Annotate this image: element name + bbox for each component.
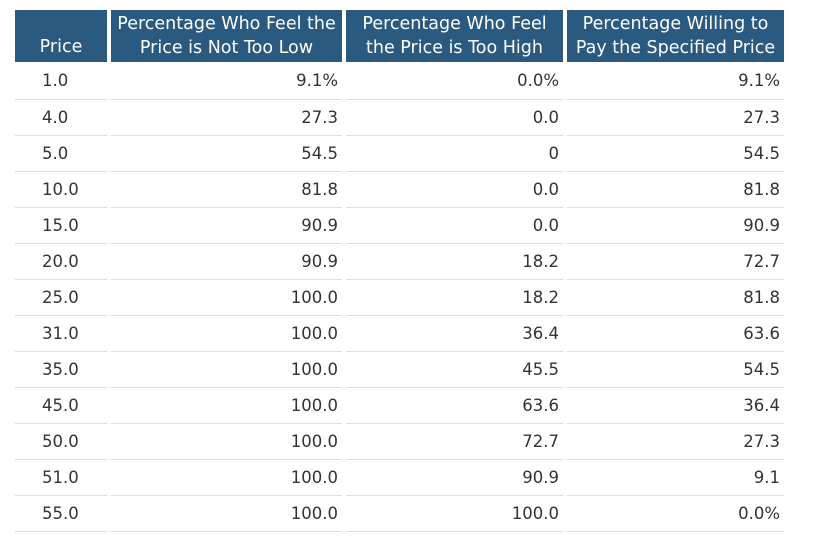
table-row: 45.0 100.0 63.6 36.4 — [15, 388, 784, 424]
price-cell: 5.0 — [15, 136, 107, 172]
column-header-too-high: Percentage Who Feel the Price is Too Hig… — [346, 10, 563, 62]
too-high-cell: 0.0 — [346, 172, 563, 208]
too-high-cell: 36.4 — [346, 316, 563, 352]
willing-to-pay-cell: 27.3 — [567, 100, 784, 136]
price-cell: 10.0 — [15, 172, 107, 208]
price-cell: 15.0 — [15, 208, 107, 244]
too-high-cell: 72.7 — [346, 424, 563, 460]
price-cell: 1.0 — [15, 62, 107, 100]
too-high-cell: 45.5 — [346, 352, 563, 388]
table-row: 4.0 27.3 0.0 27.3 — [15, 100, 784, 136]
too-high-cell: 90.9 — [346, 460, 563, 496]
not-too-low-cell: 54.5 — [111, 136, 342, 172]
table-row: 50.0 100.0 72.7 27.3 — [15, 424, 784, 460]
too-high-cell: 0.0% — [346, 62, 563, 100]
willing-to-pay-cell: 9.1 — [567, 460, 784, 496]
willing-to-pay-cell: 54.5 — [567, 136, 784, 172]
not-too-low-cell: 100.0 — [111, 280, 342, 316]
table-row: 35.0 100.0 45.5 54.5 — [15, 352, 784, 388]
table-row: 15.0 90.9 0.0 90.9 — [15, 208, 784, 244]
too-high-cell: 0 — [346, 136, 563, 172]
not-too-low-cell: 27.3 — [111, 100, 342, 136]
column-header-price: Price — [15, 10, 107, 62]
price-cell: 25.0 — [15, 280, 107, 316]
not-too-low-cell: 100.0 — [111, 460, 342, 496]
willing-to-pay-cell: 54.5 — [567, 352, 784, 388]
too-high-cell: 0.0 — [346, 100, 563, 136]
price-cell: 31.0 — [15, 316, 107, 352]
not-too-low-cell: 100.0 — [111, 496, 342, 532]
column-header-willing-to-pay: Percentage Willing to Pay the Specified … — [567, 10, 784, 62]
price-cell: 20.0 — [15, 244, 107, 280]
table-row: 51.0 100.0 90.9 9.1 — [15, 460, 784, 496]
willing-to-pay-cell: 63.6 — [567, 316, 784, 352]
too-high-cell: 100.0 — [346, 496, 563, 532]
price-sensitivity-table: Price Percentage Who Feel the Price is N… — [11, 10, 788, 532]
price-cell: 55.0 — [15, 496, 107, 532]
too-high-cell: 0.0 — [346, 208, 563, 244]
willing-to-pay-cell: 90.9 — [567, 208, 784, 244]
column-header-not-too-low: Percentage Who Feel the Price is Not Too… — [111, 10, 342, 62]
price-cell: 51.0 — [15, 460, 107, 496]
willing-to-pay-cell: 81.8 — [567, 280, 784, 316]
not-too-low-cell: 100.0 — [111, 316, 342, 352]
too-high-cell: 18.2 — [346, 244, 563, 280]
willing-to-pay-cell: 72.7 — [567, 244, 784, 280]
willing-to-pay-cell: 36.4 — [567, 388, 784, 424]
willing-to-pay-cell: 27.3 — [567, 424, 784, 460]
table-row: 10.0 81.8 0.0 81.8 — [15, 172, 784, 208]
not-too-low-cell: 9.1% — [111, 62, 342, 100]
price-cell: 50.0 — [15, 424, 107, 460]
price-cell: 45.0 — [15, 388, 107, 424]
table-row: 31.0 100.0 36.4 63.6 — [15, 316, 784, 352]
too-high-cell: 18.2 — [346, 280, 563, 316]
willing-to-pay-cell: 81.8 — [567, 172, 784, 208]
table-row: 1.0 9.1% 0.0% 9.1% — [15, 62, 784, 100]
table-body: 1.0 9.1% 0.0% 9.1% 4.0 27.3 0.0 27.3 5.0 54.5 0 54.… — [15, 62, 784, 532]
not-too-low-cell: 100.0 — [111, 388, 342, 424]
header-row: Price Percentage Who Feel the Price is N… — [15, 10, 784, 62]
not-too-low-cell: 100.0 — [111, 424, 342, 460]
willing-to-pay-cell: 9.1% — [567, 62, 784, 100]
price-cell: 4.0 — [15, 100, 107, 136]
not-too-low-cell: 81.8 — [111, 172, 342, 208]
table-row: 20.0 90.9 18.2 72.7 — [15, 244, 784, 280]
table-row: 25.0 100.0 18.2 81.8 — [15, 280, 784, 316]
not-too-low-cell: 90.9 — [111, 244, 342, 280]
price-cell: 35.0 — [15, 352, 107, 388]
not-too-low-cell: 90.9 — [111, 208, 342, 244]
too-high-cell: 63.6 — [346, 388, 563, 424]
willing-to-pay-cell: 0.0% — [567, 496, 784, 532]
not-too-low-cell: 100.0 — [111, 352, 342, 388]
table-row: 55.0 100.0 100.0 0.0% — [15, 496, 784, 532]
table-row: 5.0 54.5 0 54.5 — [15, 136, 784, 172]
